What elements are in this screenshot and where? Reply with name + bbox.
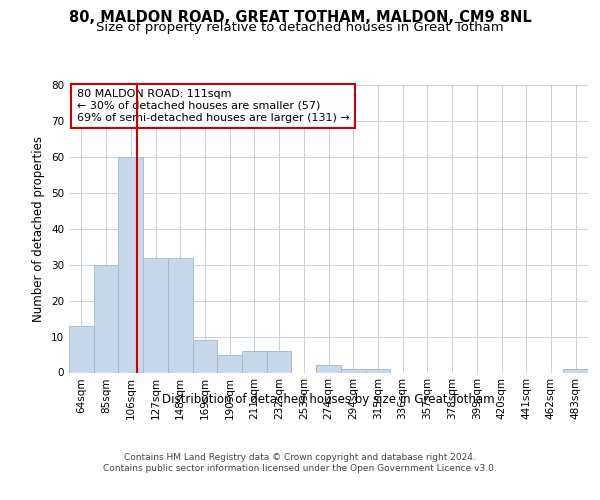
Bar — [168, 258, 193, 372]
Bar — [143, 258, 168, 372]
Text: Contains public sector information licensed under the Open Government Licence v3: Contains public sector information licen… — [103, 464, 497, 473]
Bar — [316, 366, 341, 372]
Bar — [563, 369, 588, 372]
Bar — [341, 369, 365, 372]
Bar — [193, 340, 217, 372]
Bar — [267, 351, 292, 372]
Y-axis label: Number of detached properties: Number of detached properties — [32, 136, 46, 322]
Text: 80 MALDON ROAD: 111sqm
← 30% of detached houses are smaller (57)
69% of semi-det: 80 MALDON ROAD: 111sqm ← 30% of detached… — [77, 90, 350, 122]
Text: Size of property relative to detached houses in Great Totham: Size of property relative to detached ho… — [96, 22, 504, 35]
Bar — [217, 354, 242, 372]
Text: 80, MALDON ROAD, GREAT TOTHAM, MALDON, CM9 8NL: 80, MALDON ROAD, GREAT TOTHAM, MALDON, C… — [68, 10, 532, 25]
Bar — [69, 326, 94, 372]
Text: Contains HM Land Registry data © Crown copyright and database right 2024.: Contains HM Land Registry data © Crown c… — [124, 452, 476, 462]
Text: Distribution of detached houses by size in Great Totham: Distribution of detached houses by size … — [163, 392, 495, 406]
Bar — [242, 351, 267, 372]
Bar — [118, 157, 143, 372]
Bar — [94, 264, 118, 372]
Bar — [365, 369, 390, 372]
